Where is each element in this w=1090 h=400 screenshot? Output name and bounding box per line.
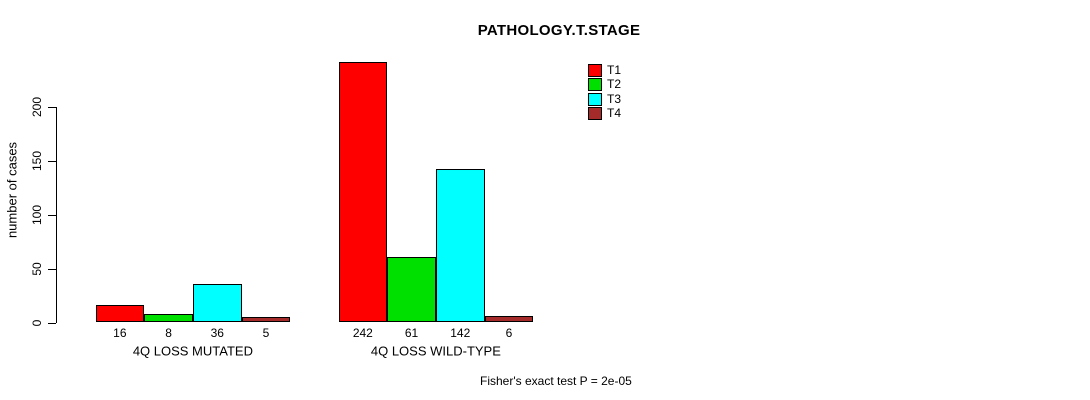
legend-label: T4 — [607, 106, 622, 121]
bar-value-label: 6 — [505, 326, 513, 340]
legend-swatch-t4 — [588, 107, 602, 121]
bar-value-label: 5 — [262, 326, 270, 340]
y-axis-tick — [48, 107, 56, 108]
category-label: 4Q LOSS MUTATED — [132, 343, 253, 359]
bar-value-label: 16 — [113, 326, 127, 340]
bar-t1-1 — [95, 305, 145, 323]
y-tick-label: 200 — [30, 96, 44, 118]
legend-label: T3 — [607, 91, 622, 106]
legend-label: T2 — [607, 77, 622, 92]
stat-test-caption: Fisher's exact test P = 2e-05 — [480, 374, 632, 388]
y-tick-label: 100 — [30, 204, 44, 225]
bar-t4-2 — [484, 316, 534, 323]
bar-t4-1 — [241, 317, 291, 323]
legend-item-t1: T1 — [588, 64, 621, 77]
y-tick-label: 150 — [30, 150, 44, 171]
y-axis-label: number of cases — [4, 141, 20, 239]
bar-value-label: 242 — [352, 326, 373, 340]
bar-t2-1 — [144, 313, 193, 323]
bar-t2-2 — [387, 256, 436, 323]
legend-item-t3: T3 — [588, 91, 622, 106]
bar-t3-1 — [192, 283, 242, 323]
bar-value-label: 36 — [210, 326, 224, 340]
bar-value-label: 8 — [165, 326, 172, 340]
legend-label: T1 — [607, 63, 622, 77]
chart-title: PATHOLOGY.T.STAGE — [477, 22, 641, 39]
legend-swatch-t1 — [588, 64, 602, 77]
y-tick-label: 0 — [30, 319, 44, 326]
bar-t3-2 — [435, 169, 485, 323]
bar-t1-2 — [338, 61, 388, 323]
y-tick-label: 50 — [30, 261, 44, 276]
y-axis-tick — [48, 322, 56, 324]
y-axis-line — [56, 107, 57, 323]
y-axis-tick — [48, 268, 56, 270]
legend-item-t4: T4 — [588, 106, 622, 121]
legend-item-t2: T2 — [588, 77, 622, 92]
legend-swatch-t3 — [588, 92, 602, 106]
legend-swatch-t2 — [588, 78, 602, 92]
y-axis-tick — [48, 160, 56, 162]
bar-value-label: 61 — [404, 326, 419, 340]
category-label: 4Q LOSS WILD-TYPE — [370, 343, 501, 359]
bar-value-label: 142 — [450, 326, 471, 340]
y-axis-tick — [48, 214, 56, 216]
